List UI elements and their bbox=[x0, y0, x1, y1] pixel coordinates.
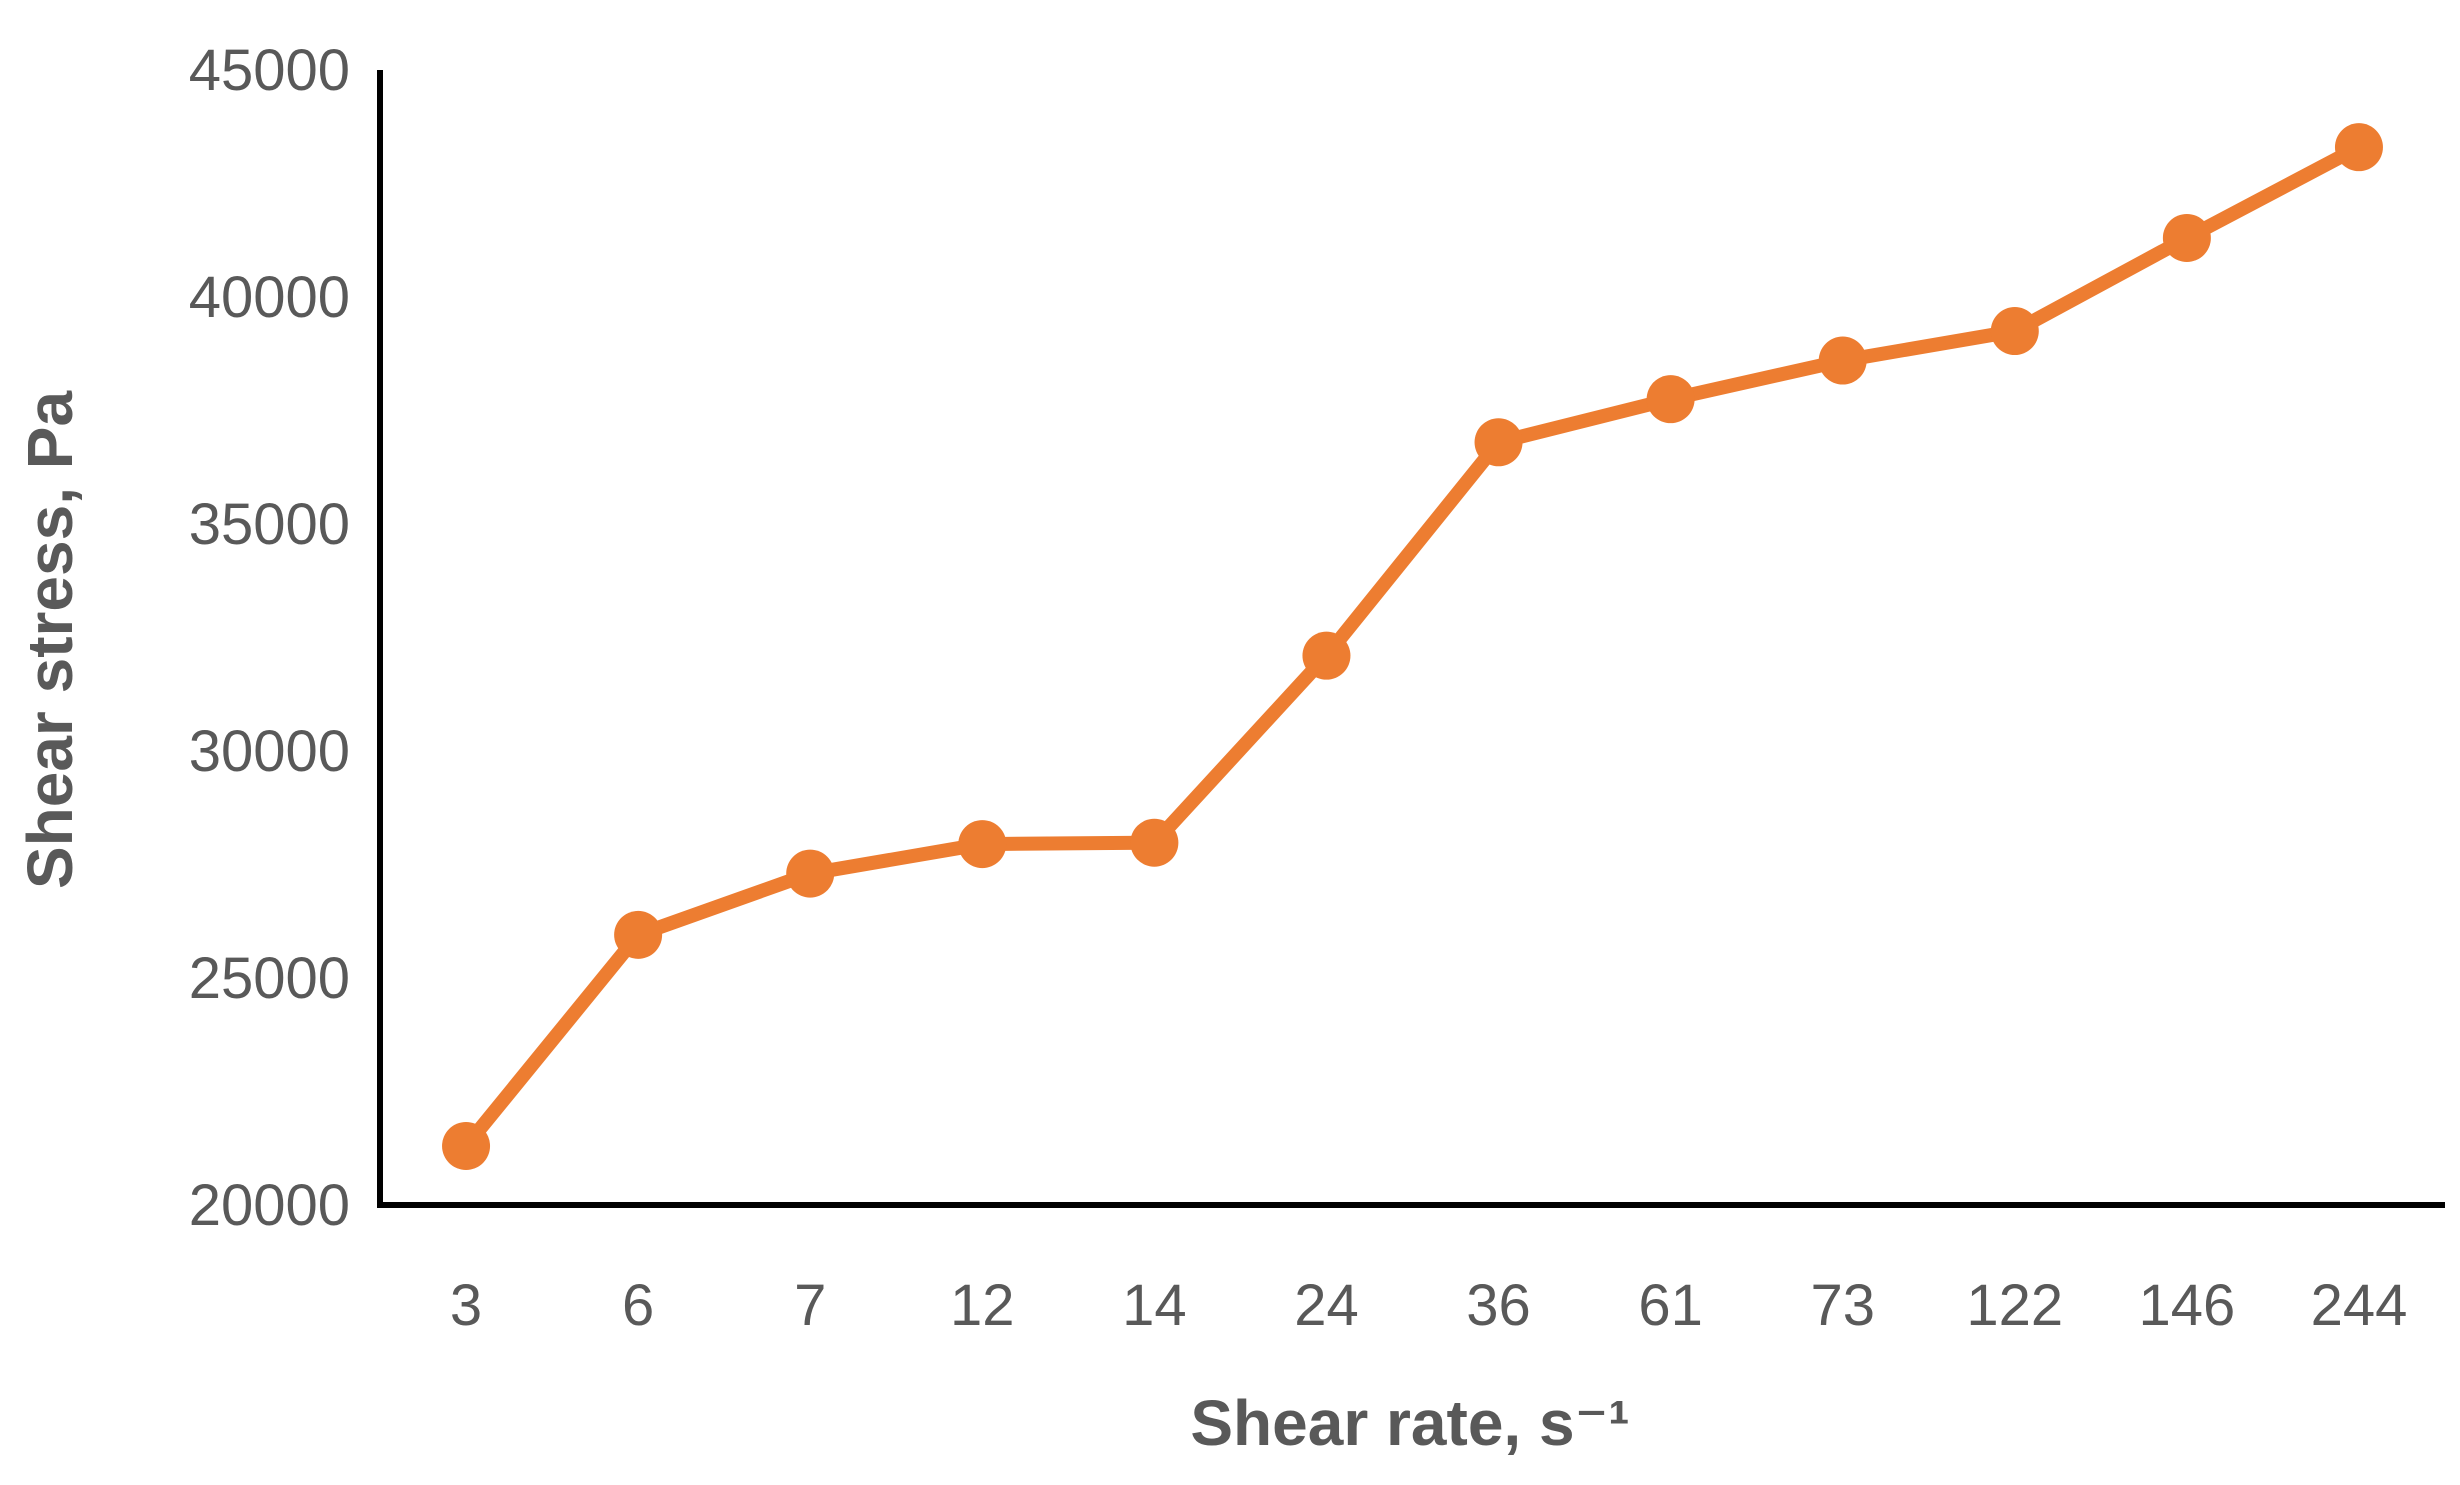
x-tick-label: 14 bbox=[1122, 1273, 1187, 1338]
y-tick-label: 40000 bbox=[189, 265, 350, 330]
x-axis: 3 6 7 12 14 24 36 61 73 122 146 244 bbox=[377, 1202, 2445, 1338]
data-point bbox=[2162, 213, 2211, 262]
x-tick-label: 244 bbox=[2311, 1273, 2408, 1338]
x-tick-label: 146 bbox=[2138, 1273, 2235, 1338]
data-point bbox=[786, 849, 835, 898]
y-tick-label: 30000 bbox=[189, 719, 350, 784]
y-tick-label: 25000 bbox=[189, 946, 350, 1011]
data-point bbox=[1990, 307, 2039, 356]
data-point bbox=[958, 820, 1007, 869]
data-point bbox=[1474, 418, 1523, 467]
data-point bbox=[1646, 375, 1695, 424]
y-axis-title: Shear stress, Pa bbox=[14, 391, 86, 890]
data-point bbox=[614, 910, 663, 959]
y-tick-label: 20000 bbox=[189, 1173, 350, 1238]
x-tick-label: 122 bbox=[1966, 1273, 2063, 1338]
data-point bbox=[442, 1121, 491, 1170]
x-axis-title: Shear rate, s⁻¹ bbox=[1190, 1387, 1629, 1459]
series-group bbox=[442, 123, 2383, 1170]
x-tick-label: 3 bbox=[450, 1273, 482, 1338]
series-line bbox=[459, 140, 2366, 1153]
x-tick-label: 12 bbox=[950, 1273, 1015, 1338]
x-tick-label: 24 bbox=[1294, 1273, 1359, 1338]
x-tick-label: 73 bbox=[1810, 1273, 1875, 1338]
data-point bbox=[1130, 818, 1179, 867]
data-point bbox=[1302, 631, 1351, 680]
x-tick-label: 61 bbox=[1638, 1273, 1703, 1338]
data-point bbox=[1818, 336, 1867, 385]
y-axis: 20000 25000 30000 35000 40000 45000 bbox=[189, 38, 383, 1238]
y-tick-label: 45000 bbox=[189, 38, 350, 103]
x-tick-label: 7 bbox=[794, 1273, 826, 1338]
data-point bbox=[2334, 123, 2383, 172]
x-tick-label: 6 bbox=[622, 1273, 654, 1338]
y-tick-label: 35000 bbox=[189, 492, 350, 557]
x-tick-label: 36 bbox=[1466, 1273, 1531, 1338]
